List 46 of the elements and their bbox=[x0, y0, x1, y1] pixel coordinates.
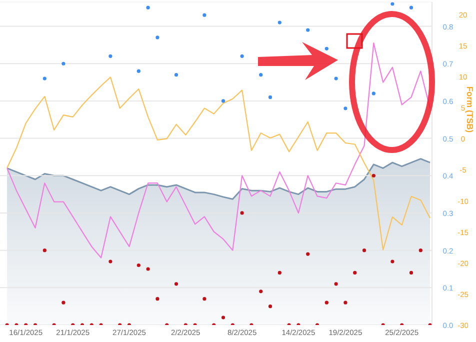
y2-axis-title: Form (TSB) bbox=[465, 86, 475, 133]
point bbox=[344, 300, 348, 304]
point bbox=[221, 99, 226, 103]
point bbox=[221, 316, 226, 320]
point bbox=[174, 73, 178, 77]
point bbox=[390, 260, 394, 264]
point bbox=[306, 28, 310, 32]
point bbox=[418, 248, 422, 252]
point bbox=[136, 263, 140, 268]
point bbox=[390, 2, 394, 6]
point bbox=[42, 76, 46, 80]
point bbox=[278, 270, 282, 275]
point bbox=[324, 300, 328, 304]
point bbox=[409, 270, 414, 275]
point bbox=[268, 95, 272, 100]
point bbox=[372, 92, 376, 96]
point bbox=[278, 20, 282, 24]
point bbox=[334, 76, 338, 80]
point bbox=[136, 69, 140, 73]
point bbox=[240, 211, 244, 215]
point bbox=[156, 36, 160, 40]
point bbox=[372, 174, 376, 178]
point bbox=[259, 290, 263, 294]
point bbox=[334, 282, 338, 286]
point bbox=[202, 297, 206, 301]
point bbox=[146, 6, 150, 10]
point bbox=[202, 13, 206, 17]
point bbox=[62, 62, 66, 66]
point bbox=[146, 267, 150, 271]
line-series bbox=[6, 76, 431, 250]
point bbox=[344, 106, 348, 110]
point bbox=[108, 260, 112, 264]
point bbox=[62, 300, 66, 304]
point bbox=[324, 46, 328, 50]
point bbox=[108, 54, 112, 58]
point bbox=[156, 297, 160, 301]
point bbox=[259, 73, 263, 77]
point bbox=[306, 252, 310, 256]
point bbox=[268, 304, 272, 308]
point bbox=[362, 248, 366, 252]
point bbox=[174, 282, 178, 286]
point bbox=[353, 270, 357, 275]
line-series bbox=[6, 42, 431, 258]
point bbox=[42, 248, 46, 252]
point bbox=[409, 6, 414, 10]
point bbox=[240, 54, 244, 58]
